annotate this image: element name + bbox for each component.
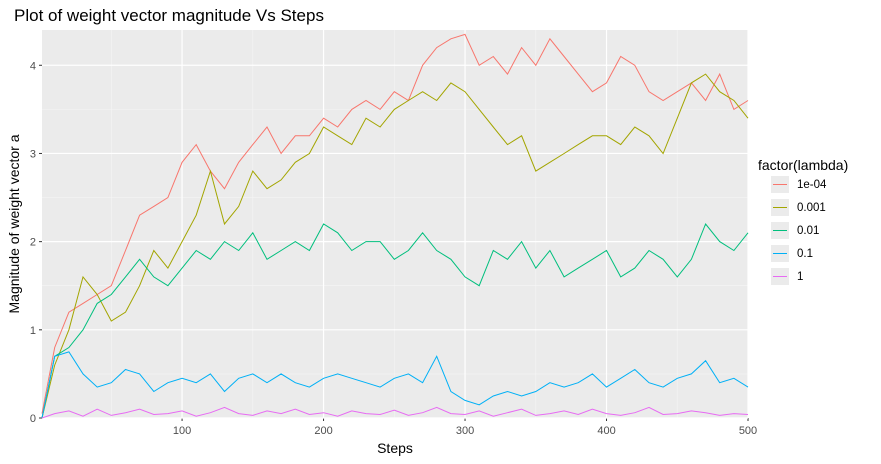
series-line-1e-04 [41,33,749,414]
legend-swatch [773,184,787,186]
legend-key [771,176,789,193]
series-line-0.001 [41,73,749,419]
series-line-0.01 [41,223,749,419]
x-axis-title-text: Steps [377,440,413,456]
y-tick-label: 2 [30,237,36,249]
x-tick-label: 100 [173,425,191,437]
legend-item: 0.01 [771,222,819,239]
legend-swatch [773,276,787,278]
legend-swatch [773,253,787,255]
series-line-1 [41,406,749,419]
y-tick-label: 0 [30,413,36,425]
legend-swatch [773,230,787,232]
legend-key [771,222,789,239]
y-tick-label: 3 [30,148,36,160]
legend-label: 0.1 [797,247,813,260]
legend-key [771,268,789,285]
legend-item: 1e-04 [771,176,826,193]
legend-label: 0.001 [797,201,826,214]
legend-swatch [773,207,787,209]
legend-item: 1 [771,268,803,285]
legend-label: 1e-04 [797,178,827,191]
x-tick-label: 300 [456,425,474,437]
x-tick-label: 400 [597,425,615,437]
y-tick-label: 1 [30,325,36,337]
panel-background [42,30,748,418]
legend-label: 1 [797,270,804,283]
y-axis-title: Magnitude of weight vector a [6,134,22,313]
legend-label: 0.01 [797,224,820,237]
y-tick-label: 4 [30,60,36,72]
legend-key [771,199,789,216]
x-tick-label: 200 [314,425,332,437]
x-tick-label: 500 [739,425,757,437]
series-line-0.1 [41,351,749,419]
legend-title: factor(lambda) [758,157,849,173]
legend-item: 0.001 [771,199,826,216]
chart-title: Plot of weight vector magnitude Vs Steps [14,6,324,25]
legend-key [771,245,789,262]
legend-item: 0.1 [771,245,813,262]
